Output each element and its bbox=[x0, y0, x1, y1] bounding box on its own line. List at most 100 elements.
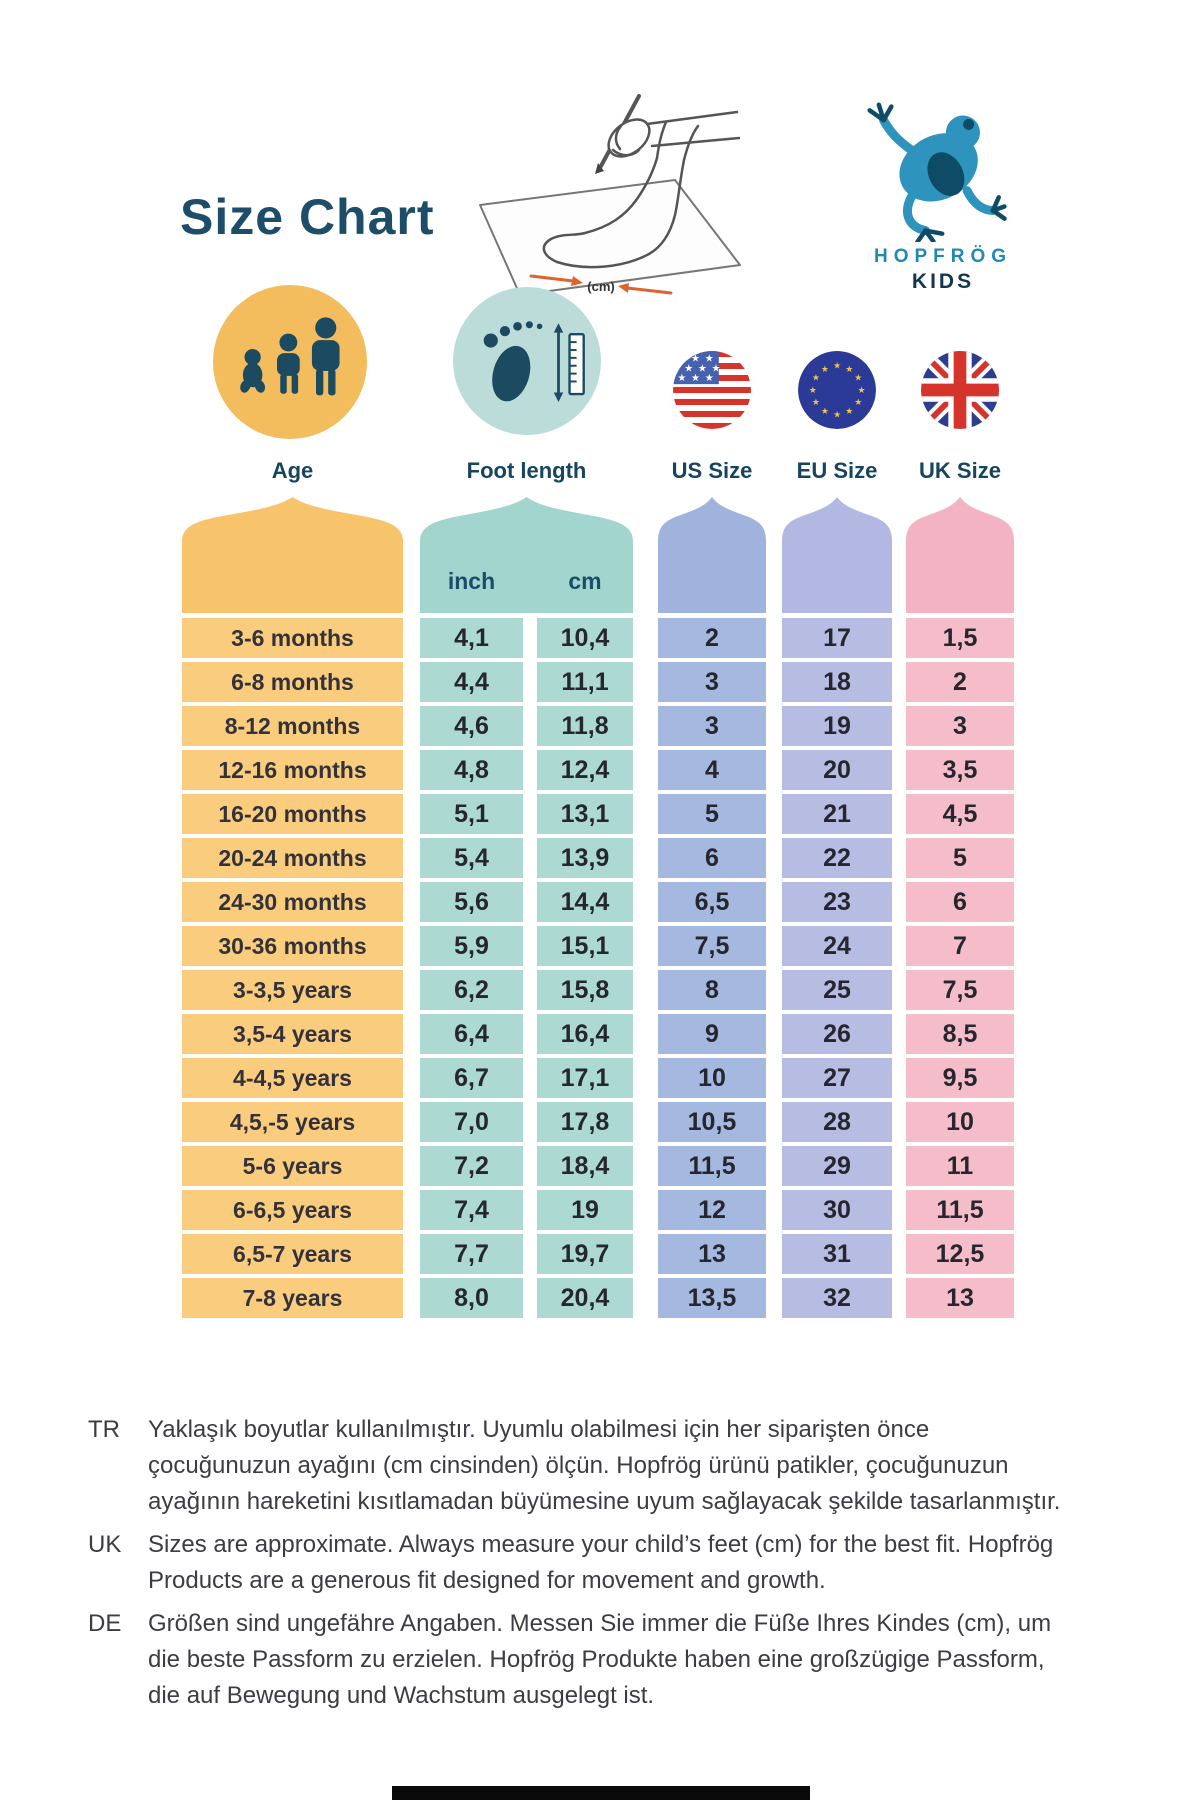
age-column-header bbox=[182, 497, 403, 613]
uk-size-cell: 7 bbox=[906, 926, 1014, 966]
inch-cell: 7,0 bbox=[420, 1102, 523, 1142]
bottom-bar bbox=[392, 1786, 810, 1800]
table-row: 24-30 months 5,6 14,4 6,5 23 6 bbox=[182, 882, 1014, 922]
cm-cell: 14,4 bbox=[537, 882, 633, 922]
inch-cell: 4,6 bbox=[420, 706, 523, 746]
svg-text:★: ★ bbox=[845, 406, 853, 416]
age-cell: 12-16 months bbox=[182, 750, 403, 790]
age-group-icon bbox=[240, 317, 340, 396]
inch-cell: 6,4 bbox=[420, 1014, 523, 1054]
foot-length-column-header bbox=[420, 497, 633, 613]
column-label-uk-size: UK Size bbox=[919, 458, 1001, 483]
cm-cell: 17,8 bbox=[537, 1102, 633, 1142]
svg-text:★: ★ bbox=[691, 354, 700, 365]
age-cell: 3,5-4 years bbox=[182, 1014, 403, 1054]
table-row: 30-36 months 5,9 15,1 7,5 24 7 bbox=[182, 926, 1014, 966]
us-size-cell: 6 bbox=[658, 838, 766, 878]
eu-size-cell: 29 bbox=[782, 1146, 892, 1186]
cm-cell: 16,4 bbox=[537, 1014, 633, 1054]
age-cell: 7-8 years bbox=[182, 1278, 403, 1318]
age-cell: 8-12 months bbox=[182, 706, 403, 746]
table-row: 3,5-4 years 6,4 16,4 9 26 8,5 bbox=[182, 1014, 1014, 1054]
svg-text:★: ★ bbox=[812, 397, 820, 407]
uk-column-header bbox=[906, 497, 1014, 613]
eu-size-cell: 32 bbox=[782, 1278, 892, 1318]
cm-cell: 19 bbox=[537, 1190, 633, 1230]
note-de: DE Größen sind ungefähre Angaben. Messen… bbox=[88, 1606, 1078, 1714]
svg-text:★: ★ bbox=[812, 373, 820, 383]
column-label-age: Age bbox=[271, 458, 314, 483]
uk-size-cell: 10 bbox=[906, 1102, 1014, 1142]
uk-size-cell: 13 bbox=[906, 1278, 1014, 1318]
us-size-cell: 12 bbox=[658, 1190, 766, 1230]
eu-size-cell: 28 bbox=[782, 1102, 892, 1142]
us-size-cell: 3 bbox=[658, 662, 766, 702]
svg-text:★: ★ bbox=[712, 363, 721, 374]
uk-size-cell: 12,5 bbox=[906, 1234, 1014, 1274]
us-size-cell: 8 bbox=[658, 970, 766, 1010]
inch-cell: 6,2 bbox=[420, 970, 523, 1010]
svg-text:★: ★ bbox=[691, 373, 700, 384]
age-cell: 6,5-7 years bbox=[182, 1234, 403, 1274]
us-size-cell: 2 bbox=[658, 618, 766, 658]
eu-size-cell: 18 bbox=[782, 662, 892, 702]
svg-text:★: ★ bbox=[854, 373, 862, 383]
table-row: 6,5-7 years 7,7 19,7 13 31 12,5 bbox=[182, 1234, 1014, 1274]
uk-size-cell: 8,5 bbox=[906, 1014, 1014, 1054]
inch-cell: 7,7 bbox=[420, 1234, 523, 1274]
us-size-cell: 4 bbox=[658, 750, 766, 790]
inch-cell: 4,1 bbox=[420, 618, 523, 658]
svg-text:★: ★ bbox=[821, 406, 829, 416]
age-cell: 4,5,-5 years bbox=[182, 1102, 403, 1142]
age-cell: 5-6 years bbox=[182, 1146, 403, 1186]
svg-text:★: ★ bbox=[677, 373, 686, 384]
inch-cell: 7,2 bbox=[420, 1146, 523, 1186]
subheader-cm: cm bbox=[568, 568, 602, 594]
uk-size-cell: 6 bbox=[906, 882, 1014, 922]
cm-cell: 15,1 bbox=[537, 926, 633, 966]
cm-cell: 12,4 bbox=[537, 750, 633, 790]
eu-size-cell: 31 bbox=[782, 1234, 892, 1274]
us-size-cell: 5 bbox=[658, 794, 766, 834]
table-row: 3-6 months 4,1 10,4 2 17 1,5 bbox=[182, 618, 1014, 658]
table-row: 16-20 months 5,1 13,1 5 21 4,5 bbox=[182, 794, 1014, 834]
us-flag-circle: ★ ★ ★ ★ ★ ★ ★ ★ ★ bbox=[673, 351, 751, 429]
uk-size-cell: 2 bbox=[906, 662, 1014, 702]
us-size-cell: 11,5 bbox=[658, 1146, 766, 1186]
table-row: 5-6 years 7,2 18,4 11,5 29 11 bbox=[182, 1146, 1014, 1186]
us-column-header bbox=[658, 497, 766, 613]
inch-cell: 5,9 bbox=[420, 926, 523, 966]
svg-text:★: ★ bbox=[833, 361, 841, 371]
us-size-cell: 3 bbox=[658, 706, 766, 746]
eu-flag-icon: ★ ★★ ★★★ ★★★ ★★★ bbox=[798, 351, 876, 429]
eu-size-cell: 25 bbox=[782, 970, 892, 1010]
age-cell: 3-6 months bbox=[182, 618, 403, 658]
note-uk: UK Sizes are approximate. Always measure… bbox=[88, 1527, 1078, 1599]
uk-size-cell: 7,5 bbox=[906, 970, 1014, 1010]
note-tr: TR Yaklaşık boyutlar kullanılmıştır. Uyu… bbox=[88, 1412, 1078, 1520]
note-lang-uk: UK bbox=[88, 1531, 122, 1558]
table-row: 6-6,5 years 7,4 19 12 30 11,5 bbox=[182, 1190, 1014, 1230]
foot-length-icon-circle bbox=[453, 287, 601, 435]
table-row: 7-8 years 8,0 20,4 13,5 32 13 bbox=[182, 1278, 1014, 1318]
inch-cell: 6,7 bbox=[420, 1058, 523, 1098]
eu-size-cell: 23 bbox=[782, 882, 892, 922]
svg-text:★: ★ bbox=[684, 363, 693, 374]
cm-cell: 17,1 bbox=[537, 1058, 633, 1098]
us-size-cell: 13 bbox=[658, 1234, 766, 1274]
svg-text:★: ★ bbox=[833, 409, 841, 419]
table-row: 3-3,5 years 6,2 15,8 8 25 7,5 bbox=[182, 970, 1014, 1010]
age-cell: 6-6,5 years bbox=[182, 1190, 403, 1230]
table-row: 20-24 months 5,4 13,9 6 22 5 bbox=[182, 838, 1014, 878]
svg-text:★: ★ bbox=[705, 373, 714, 384]
inch-cell: 7,4 bbox=[420, 1190, 523, 1230]
cm-cell: 11,1 bbox=[537, 662, 633, 702]
us-flag-icon: ★ ★ ★ ★ ★ ★ ★ ★ ★ bbox=[673, 351, 751, 429]
eu-size-cell: 24 bbox=[782, 926, 892, 966]
inch-cell: 5,1 bbox=[420, 794, 523, 834]
age-cell: 6-8 months bbox=[182, 662, 403, 702]
note-text-tr: Yaklaşık boyutlar kullanılmıştır. Uyumlu… bbox=[148, 1416, 1061, 1515]
uk-size-cell: 5 bbox=[906, 838, 1014, 878]
foot-measuring-illustration: (cm) bbox=[479, 94, 741, 296]
